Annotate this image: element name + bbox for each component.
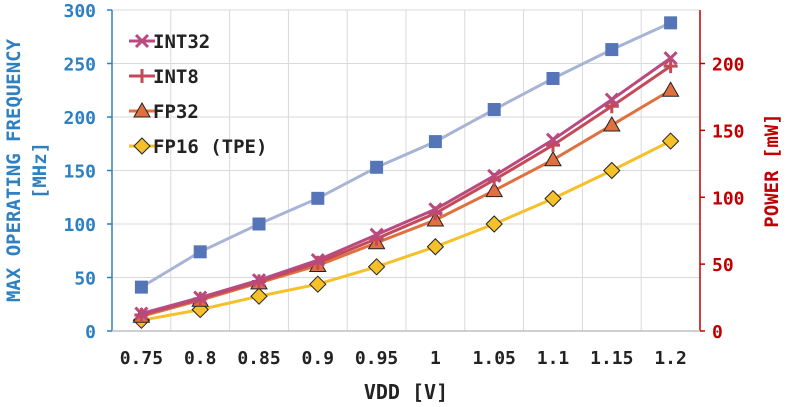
right-axis-tick-label: 200 [712,55,745,76]
data-point-fp16-tpe [426,238,445,256]
data-point-fp16-tpe [485,215,503,233]
data-point-frequency [370,160,384,174]
series [132,16,680,330]
series-line-frequency [140,21,672,289]
data-point-fp16-tpe [544,189,562,208]
data-point-frequency [664,16,678,30]
series-line-int32 [141,56,672,316]
x-axis-tick-label: 0.85 [237,348,280,369]
legend-item-fp32: FP32 [129,101,199,123]
right-axis-tick-label: 100 [712,188,745,209]
x-axis-tick-label: 1.15 [590,348,633,369]
data-point-int32 [251,273,267,288]
left-axis-tick-label: 200 [63,108,96,129]
left-axis-tick-label: 300 [63,1,96,22]
data-point-frequency [428,135,442,149]
x-axis-tick-label: 0.75 [120,348,163,369]
data-point-fp32 [602,116,621,132]
left-axis-tick-label: 150 [63,162,96,183]
data-point-fp32 [485,181,504,198]
left-axis-title-line-1: MAX OPERATING FREQUENCY [3,38,25,302]
axis-titles: VDD [V] MAX OPERATING FREQUENCY [MHz] POWER… [3,38,783,404]
x-axis-tick-label: 0.95 [355,348,398,369]
legend-swatch-marker [135,69,149,83]
data-point-int32 [310,253,325,268]
data-point-int32 [428,202,443,217]
data-point-frequency [252,217,266,231]
legend-label: FP32 [153,101,199,123]
legend: INT32 INT8 FP32 FP16 (TPE) [129,31,267,158]
data-point-int32 [487,168,502,183]
series-frequency [134,16,678,294]
x-axis-tick-label: 1.2 [654,348,687,369]
left-axis-tick-label: 50 [74,269,96,290]
left-axis-tick-label: 0 [85,322,96,343]
data-point-fp16-tpe [309,275,327,293]
legend-item-int8: INT8 [129,66,199,88]
legend-label: FP16 (TPE) [153,136,267,158]
x-axis-title: VDD [V] [364,380,448,404]
series-line-fp16-tpe [141,139,672,322]
data-point-fp16-tpe [367,258,386,276]
data-point-int32 [193,290,208,305]
data-point-frequency [311,191,325,205]
data-point-int32 [604,92,619,107]
right-axis-tick-label: 150 [712,121,745,142]
data-point-frequency [487,103,501,117]
data-point-fp16-tpe [250,287,268,305]
data-point-fp32 [661,81,680,97]
x-axis-tick-label: 1.05 [473,348,516,369]
data-point-frequency [605,43,619,57]
data-point-int8 [663,59,678,74]
left-axis-title-line-2: [MHz] [29,142,51,199]
data-point-int32 [369,227,384,242]
axes: 0 50 100 150 200 250 300 0 50 100 150 200 0.75 0.8 0.8… [63,1,744,369]
data-point-fp16-tpe [661,132,680,150]
data-point-fp32 [544,150,562,167]
left-axis-tick-label: 100 [63,215,96,236]
series-fp16-tpe [132,132,680,330]
right-axis-title: POWER [mW] [761,113,783,227]
x-axis-tick-label: 1 [430,348,441,369]
data-point-frequency [134,280,148,294]
legend-item-fp16-tpe: FP16 (TPE) [129,136,267,158]
data-point-frequency [193,245,207,259]
legend-swatch-marker [134,33,150,49]
right-axis-tick-label: 0 [712,322,723,343]
data-point-int32 [545,132,561,147]
x-axis-tick-label: 0.8 [184,348,217,369]
data-point-int32 [663,51,678,66]
legend-label: INT32 [153,31,210,53]
data-point-frequency [546,71,560,85]
series-int32 [134,51,678,321]
x-axis-tick-label: 0.9 [302,348,335,369]
x-axis-tick-label: 1.1 [537,348,570,369]
data-point-fp16-tpe [603,161,621,180]
data-point-int32 [134,306,149,321]
left-axis-tick-label: 250 [63,55,96,76]
legend-item-int32: INT32 [129,31,210,53]
legend-swatch-marker [133,101,151,118]
legend-label: INT8 [153,66,199,88]
legend-swatch-marker [133,137,151,155]
right-axis-tick-label: 50 [712,255,734,276]
